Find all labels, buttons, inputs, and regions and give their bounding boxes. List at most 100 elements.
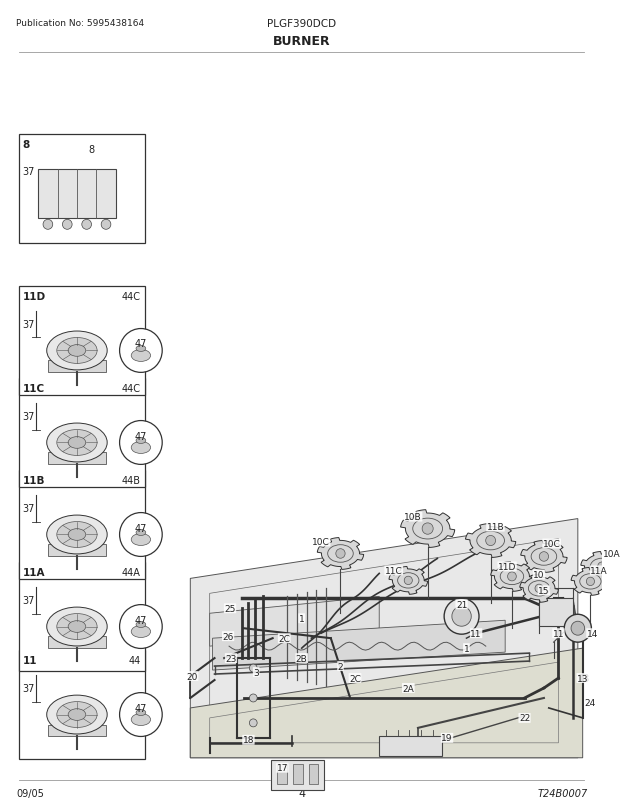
Text: 2: 2 — [338, 662, 343, 670]
Text: 11D: 11D — [23, 291, 46, 302]
Text: 37: 37 — [23, 595, 35, 605]
FancyBboxPatch shape — [48, 545, 106, 557]
Ellipse shape — [46, 331, 107, 371]
Circle shape — [63, 220, 72, 230]
Text: 11A: 11A — [23, 567, 45, 577]
Circle shape — [564, 614, 591, 642]
Ellipse shape — [57, 430, 97, 456]
Text: 10C: 10C — [312, 537, 330, 546]
FancyBboxPatch shape — [19, 562, 145, 671]
Text: 2B: 2B — [296, 654, 308, 662]
Ellipse shape — [136, 530, 146, 536]
Text: 44C: 44C — [122, 291, 141, 302]
Polygon shape — [520, 575, 559, 602]
Text: 3: 3 — [254, 668, 259, 677]
Ellipse shape — [57, 614, 97, 640]
Ellipse shape — [131, 350, 151, 362]
Text: 37: 37 — [23, 411, 35, 421]
Circle shape — [82, 220, 92, 230]
Polygon shape — [571, 568, 609, 596]
FancyBboxPatch shape — [48, 453, 106, 465]
Polygon shape — [490, 561, 533, 592]
Text: 13: 13 — [578, 673, 590, 683]
Circle shape — [485, 536, 495, 546]
Circle shape — [120, 605, 162, 649]
Text: 17: 17 — [277, 764, 288, 772]
Text: T24B0007: T24B0007 — [538, 788, 588, 798]
Ellipse shape — [131, 534, 151, 546]
Text: 2C: 2C — [278, 634, 290, 643]
Circle shape — [587, 577, 595, 585]
FancyBboxPatch shape — [539, 598, 573, 626]
Circle shape — [508, 572, 516, 581]
Ellipse shape — [68, 529, 86, 541]
Text: 2A: 2A — [402, 683, 414, 693]
Text: 11C: 11C — [385, 566, 402, 575]
Text: 44A: 44A — [122, 567, 141, 577]
Ellipse shape — [136, 710, 146, 715]
Text: 11D: 11D — [498, 562, 516, 571]
Ellipse shape — [57, 338, 97, 364]
FancyBboxPatch shape — [293, 764, 303, 784]
Circle shape — [120, 693, 162, 736]
FancyBboxPatch shape — [278, 764, 287, 784]
Ellipse shape — [46, 516, 107, 554]
Text: 37: 37 — [23, 683, 35, 693]
Text: 44C: 44C — [122, 383, 141, 393]
Text: 37: 37 — [23, 503, 35, 513]
Polygon shape — [213, 621, 505, 670]
Text: 09/05: 09/05 — [16, 788, 44, 798]
Circle shape — [249, 694, 257, 702]
Text: 11B: 11B — [23, 475, 45, 485]
Circle shape — [101, 220, 111, 230]
Text: 8: 8 — [89, 144, 95, 155]
Text: 37: 37 — [23, 168, 35, 177]
Text: 11A: 11A — [590, 566, 608, 575]
Text: 44: 44 — [128, 655, 141, 665]
Ellipse shape — [46, 695, 107, 734]
Circle shape — [120, 513, 162, 557]
Text: 22: 22 — [519, 714, 530, 723]
FancyBboxPatch shape — [19, 470, 145, 580]
Circle shape — [422, 523, 433, 535]
Text: 4: 4 — [298, 788, 305, 798]
Ellipse shape — [46, 607, 107, 646]
Polygon shape — [317, 538, 364, 569]
Ellipse shape — [57, 702, 97, 727]
Text: Publication No: 5995438164: Publication No: 5995438164 — [16, 19, 144, 28]
Text: 11: 11 — [471, 629, 482, 638]
Text: 10B: 10B — [404, 512, 422, 521]
Ellipse shape — [68, 709, 86, 720]
FancyBboxPatch shape — [271, 759, 324, 790]
Circle shape — [249, 664, 257, 672]
Ellipse shape — [131, 626, 151, 638]
Polygon shape — [190, 519, 578, 758]
FancyBboxPatch shape — [379, 736, 442, 755]
FancyBboxPatch shape — [309, 764, 318, 784]
Ellipse shape — [131, 442, 151, 454]
FancyBboxPatch shape — [19, 650, 145, 759]
Text: 2C: 2C — [349, 674, 361, 683]
Ellipse shape — [57, 522, 97, 548]
Text: 47: 47 — [135, 615, 147, 625]
Polygon shape — [210, 597, 379, 646]
Text: 15: 15 — [538, 586, 550, 595]
Text: 10A: 10A — [603, 549, 620, 558]
FancyBboxPatch shape — [48, 725, 106, 736]
Circle shape — [571, 622, 585, 635]
Text: 25: 25 — [224, 604, 236, 613]
Ellipse shape — [68, 621, 86, 633]
Text: 11: 11 — [23, 655, 37, 665]
Text: 18: 18 — [242, 735, 254, 744]
Text: PLGF390DCD: PLGF390DCD — [267, 19, 336, 30]
Ellipse shape — [136, 346, 146, 352]
Text: 1: 1 — [464, 644, 469, 653]
Circle shape — [535, 585, 543, 593]
Text: 10C: 10C — [542, 539, 560, 549]
FancyBboxPatch shape — [19, 135, 145, 244]
Circle shape — [336, 549, 345, 558]
Text: 47: 47 — [135, 523, 147, 533]
Circle shape — [539, 552, 549, 561]
Circle shape — [120, 421, 162, 465]
Text: 11: 11 — [552, 629, 564, 638]
